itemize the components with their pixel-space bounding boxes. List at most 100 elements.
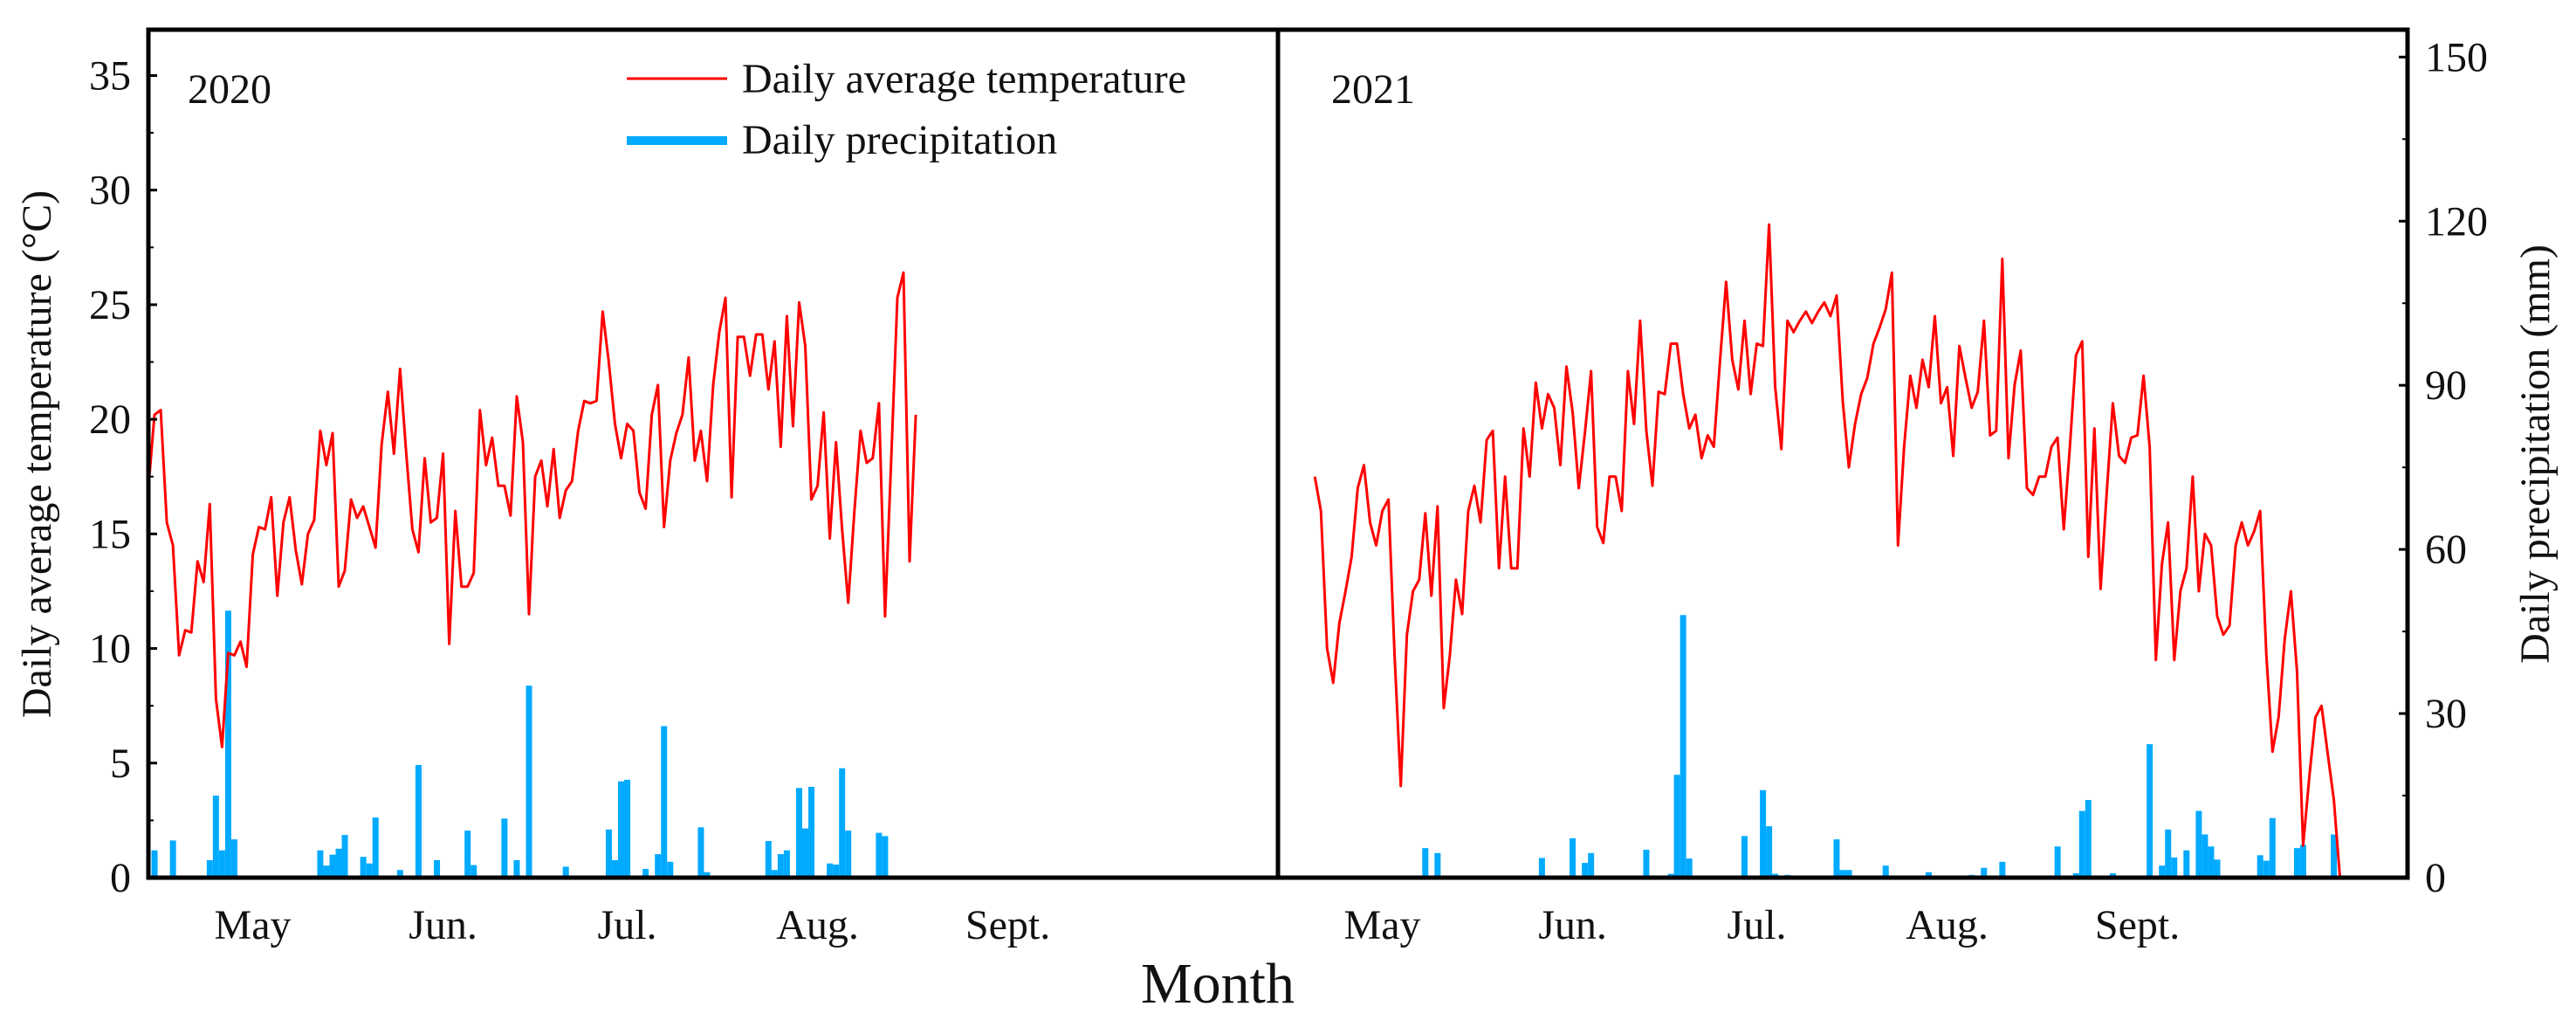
y-left-tick-label: 15 [89, 511, 131, 557]
precipitation-bar [335, 848, 342, 878]
month-tick-label: Jun. [409, 902, 477, 948]
precipitation-bar [833, 864, 840, 878]
legend: Daily average temperature Daily precipit… [627, 56, 1186, 163]
month-tick-label: May [215, 902, 292, 948]
precipitation-bar [611, 859, 618, 878]
y-right-tick-label: 90 [2425, 362, 2467, 409]
precipitation-bar [464, 831, 471, 878]
precipitation-bar [206, 859, 213, 878]
y-left-tick-label: 5 [110, 741, 131, 787]
y-right-tick-label: 150 [2425, 34, 2488, 80]
precipitation-bar [218, 850, 225, 878]
precipitation-bar [777, 854, 784, 878]
precipitation-bar [2054, 846, 2061, 878]
precipitation-bar [605, 829, 612, 878]
precipitation-bar [2165, 829, 2172, 878]
x-axis-title: Month [1141, 952, 1295, 1016]
precipitation-bar [1538, 858, 1545, 878]
y-left-tick-label: 20 [89, 396, 131, 443]
precipitation-bar [1680, 615, 1686, 878]
month-tick-label: Jul. [1728, 902, 1787, 948]
precipitation-bar [1925, 872, 1932, 878]
precipitation-bar [212, 796, 219, 878]
precipitation-bar [2263, 860, 2270, 878]
temperature-line-2021 [1313, 223, 2342, 879]
precipitation-bar [366, 863, 373, 878]
y-right-tick-label: 0 [2425, 855, 2446, 901]
legend-precipitation-label: Daily precipitation [742, 117, 1057, 163]
precipitation-bar [783, 850, 790, 878]
precipitation-bar [1833, 839, 1840, 878]
precipitation-bar [1673, 775, 1680, 878]
precipitation-bar [323, 865, 330, 878]
precipitation-bar [2257, 855, 2263, 878]
precipitation-bar [224, 610, 231, 878]
precipitation-bar [1981, 867, 1988, 878]
precipitation-bar [801, 828, 808, 878]
precipitation-bar [372, 817, 379, 878]
precipitation-bar [2085, 800, 2092, 878]
y-axis-left-title: Daily average temperature (°C) [14, 190, 60, 718]
y-right-tick-label: 120 [2425, 198, 2488, 245]
precipitation-bar [808, 787, 815, 878]
precipitation-bar [1760, 789, 1767, 878]
panel-year-2020: 2020 [188, 66, 271, 113]
precipitation-bar [360, 857, 367, 878]
precipitation-bar [704, 872, 711, 878]
month-tick-label: Sept. [2095, 902, 2180, 948]
legend-temperature-label: Daily average temperature [742, 56, 1186, 102]
precipitation-bar [2109, 872, 2116, 878]
precipitation-bar [169, 840, 176, 878]
precipitation-bar [341, 835, 348, 878]
precipitation-bar [845, 831, 852, 878]
precipitation-bar [562, 866, 569, 878]
precipitation-bar [655, 854, 662, 878]
precipitation-bar [317, 850, 324, 878]
precipitation-bar [2208, 846, 2215, 878]
precipitation-bar [2147, 744, 2154, 878]
precipitation-bar [618, 781, 625, 878]
month-tick-label: Aug. [776, 902, 859, 948]
precipitation-bar [329, 854, 336, 878]
precipitation-bar [1686, 858, 1693, 878]
precipitation-bar [1570, 837, 1577, 878]
precipitation-bar [2159, 865, 2166, 878]
y-left-tick-label: 25 [89, 282, 131, 328]
axes: May Jun. Jul. Aug. Sept. May Jun. Jul. Aug. Sept.… [89, 27, 2488, 948]
month-tick-label: May [1344, 902, 1421, 948]
precipitation-bar [526, 686, 532, 878]
month-tick-label: Jun. [1538, 902, 1607, 948]
precipitation-bar [513, 859, 520, 878]
precipitation-bar [827, 863, 834, 878]
precipitation-bar [661, 726, 668, 878]
precipitation-bar [2202, 834, 2208, 878]
precipitation-bar [1766, 826, 1773, 878]
month-tick-label: Jul. [598, 902, 657, 948]
precipitation-bar [771, 870, 778, 878]
precipitation-bar [2183, 850, 2190, 878]
precipitation-bar [415, 764, 422, 878]
month-tick-label: Aug. [1906, 902, 1989, 948]
y-left-tick-label: 10 [89, 626, 131, 672]
precipitation-bar [1845, 870, 1852, 878]
panel-year-2021: 2021 [1331, 66, 1415, 113]
precipitation-bar [1582, 863, 1589, 878]
precipitation-bar [1643, 850, 1650, 878]
precipitation-bar [1422, 848, 1429, 878]
precipitation-bar [1839, 870, 1846, 878]
precipitation-bar [1741, 836, 1748, 878]
precipitation-bar [471, 865, 477, 878]
precipitation-bar [624, 779, 631, 878]
legend-precipitation-swatch [627, 136, 727, 145]
precipitation-bar [2072, 872, 2079, 878]
precipitation-bar [2078, 810, 2085, 878]
precipitation-bar [876, 832, 883, 878]
precipitation-bar [839, 768, 846, 878]
precipitation-bar [882, 836, 889, 878]
precipitation-bar [501, 818, 508, 878]
precipitation-bar [230, 839, 237, 878]
temperature-line-2020 [147, 271, 917, 748]
month-tick-label: Sept. [965, 902, 1050, 948]
precipitation-bar [1434, 852, 1441, 878]
